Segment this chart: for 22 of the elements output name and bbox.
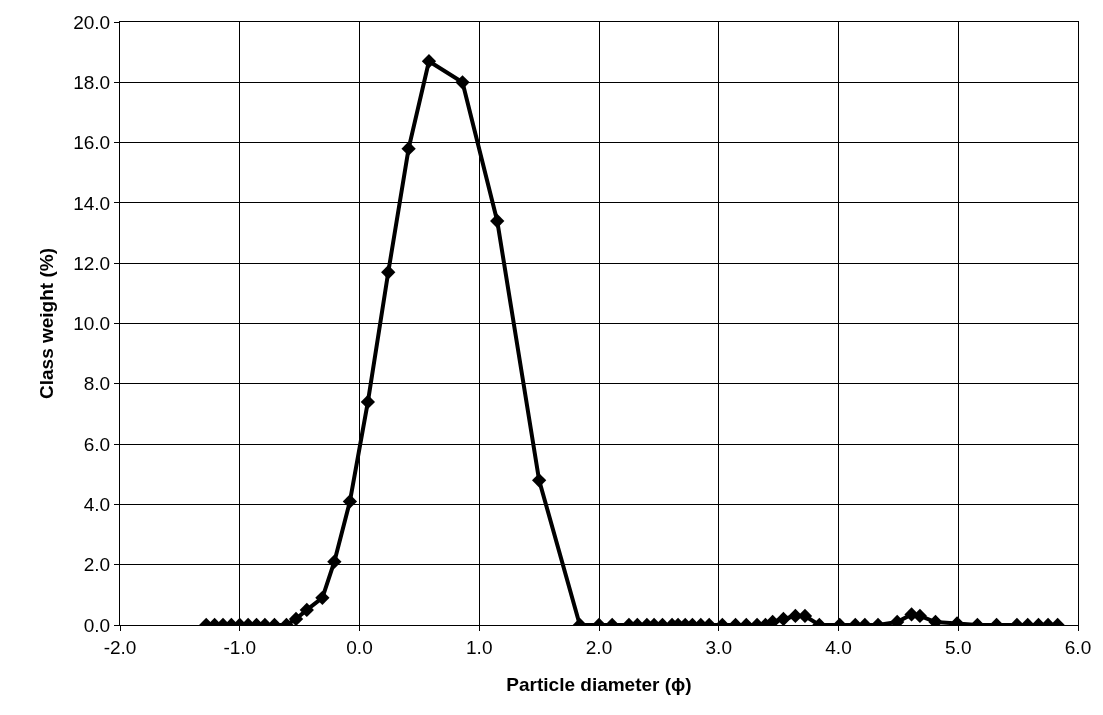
y-tick-label: 20.0 [73,11,111,33]
y-tick-label: 16.0 [73,132,111,154]
y-tick-label: 14.0 [73,192,111,214]
x-tick-label: 3.0 [705,636,732,658]
y-tick-label: 4.0 [83,494,111,516]
x-tick-label: -1.0 [223,636,257,658]
x-tick-label: 4.0 [825,636,852,658]
y-tick-label: 10.0 [73,313,111,335]
y-tick-label: 6.0 [83,433,111,455]
y-tick-label: 8.0 [83,373,111,395]
y-tick-label: 18.0 [73,71,111,93]
y-axis-title: Class weight (%) [36,248,58,399]
x-tick-label: 5.0 [945,636,972,658]
y-tick-label: 0.0 [83,614,111,636]
x-axis-title: Particle diameter (ϕ) [506,673,692,695]
x-tick-label: 6.0 [1064,636,1092,658]
x-tick-label: -2.0 [103,636,137,658]
y-tick-label: 2.0 [83,554,111,576]
x-tick-label: 2.0 [585,636,613,658]
x-tick-label: 0.0 [346,636,373,658]
x-tick-label: 1.0 [466,636,493,658]
y-tick-label: 12.0 [73,252,111,274]
